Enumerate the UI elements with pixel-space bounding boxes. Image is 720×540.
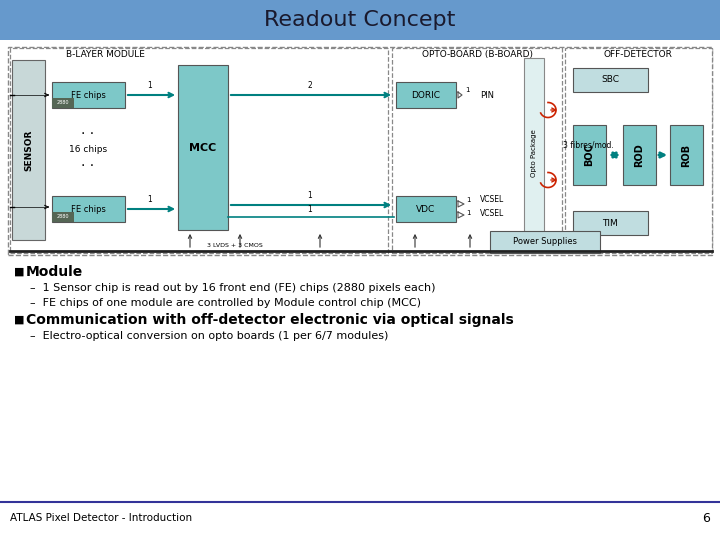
Text: · ·: · · — [81, 159, 94, 173]
Bar — [392, 48, 562, 253]
Bar — [573, 211, 648, 235]
Text: 1: 1 — [148, 195, 153, 204]
Text: –  1 Sensor chip is read out by 16 front end (FE) chips (2880 pixels each): – 1 Sensor chip is read out by 16 front … — [30, 283, 436, 293]
Text: ROD: ROD — [634, 143, 644, 167]
Text: –  Electro-optical conversion on opto boards (1 per 6/7 modules): – Electro-optical conversion on opto boa… — [30, 331, 388, 341]
Bar — [524, 58, 544, 248]
Text: 1: 1 — [466, 210, 470, 216]
Bar — [52, 196, 125, 222]
Text: 2880: 2880 — [57, 214, 69, 219]
Bar — [52, 98, 74, 108]
Bar — [0, 0, 720, 40]
Bar — [178, 65, 228, 230]
Text: Communication with off-detector electronic via optical signals: Communication with off-detector electron… — [26, 313, 514, 327]
Text: ■: ■ — [14, 315, 24, 325]
Text: ROB: ROB — [681, 144, 691, 166]
Bar — [52, 212, 74, 222]
Text: SENSOR: SENSOR — [24, 129, 33, 171]
Text: TIM: TIM — [602, 219, 618, 227]
Text: MCC: MCC — [189, 143, 217, 153]
Text: 16 chips: 16 chips — [69, 145, 107, 154]
Text: DORIC: DORIC — [412, 91, 441, 99]
Bar — [573, 68, 648, 92]
Text: FE chips: FE chips — [71, 205, 105, 213]
Bar — [396, 82, 456, 108]
Text: 1: 1 — [148, 81, 153, 90]
Text: VDC: VDC — [416, 205, 436, 213]
Text: Power Supplies: Power Supplies — [513, 238, 577, 246]
Text: SBC: SBC — [601, 76, 619, 84]
Text: OPTO-BOARD (B-BOARD): OPTO-BOARD (B-BOARD) — [421, 50, 533, 59]
Text: 3 fibres/mod.: 3 fibres/mod. — [563, 140, 613, 150]
Text: ATLAS Pixel Detector - Introduction: ATLAS Pixel Detector - Introduction — [10, 513, 192, 523]
Bar — [565, 48, 712, 253]
Text: VCSEL: VCSEL — [480, 208, 504, 218]
Bar — [52, 82, 125, 108]
Bar — [573, 125, 606, 185]
Text: PIN: PIN — [480, 91, 494, 99]
Text: 3 LVDS + 3 CMOS: 3 LVDS + 3 CMOS — [207, 243, 263, 248]
Text: · ·: · · — [81, 127, 94, 141]
Bar — [623, 125, 656, 185]
Text: FE chips: FE chips — [71, 91, 105, 99]
Text: 1: 1 — [466, 197, 470, 203]
Bar — [10, 48, 388, 253]
Text: BOC: BOC — [584, 144, 594, 166]
Text: 6: 6 — [702, 511, 710, 524]
Text: 1: 1 — [465, 87, 469, 93]
Text: OFF-DETECTOR: OFF-DETECTOR — [603, 50, 672, 59]
Text: Readout Concept: Readout Concept — [264, 10, 456, 30]
Text: 2: 2 — [307, 81, 312, 90]
Text: 1: 1 — [307, 191, 312, 200]
Bar — [8, 47, 712, 255]
Text: –  FE chips of one module are controlled by Module control chip (MCC): – FE chips of one module are controlled … — [30, 298, 421, 308]
Bar — [12, 60, 45, 240]
Text: Module: Module — [26, 265, 84, 279]
Bar — [396, 196, 456, 222]
Text: Opto Package: Opto Package — [531, 129, 537, 177]
Text: 1: 1 — [307, 205, 312, 214]
Text: VCSEL: VCSEL — [480, 195, 504, 205]
Bar — [490, 231, 600, 253]
Text: 2880: 2880 — [57, 100, 69, 105]
Bar — [670, 125, 703, 185]
Text: B-LAYER MODULE: B-LAYER MODULE — [66, 50, 145, 59]
Text: ■: ■ — [14, 267, 24, 277]
